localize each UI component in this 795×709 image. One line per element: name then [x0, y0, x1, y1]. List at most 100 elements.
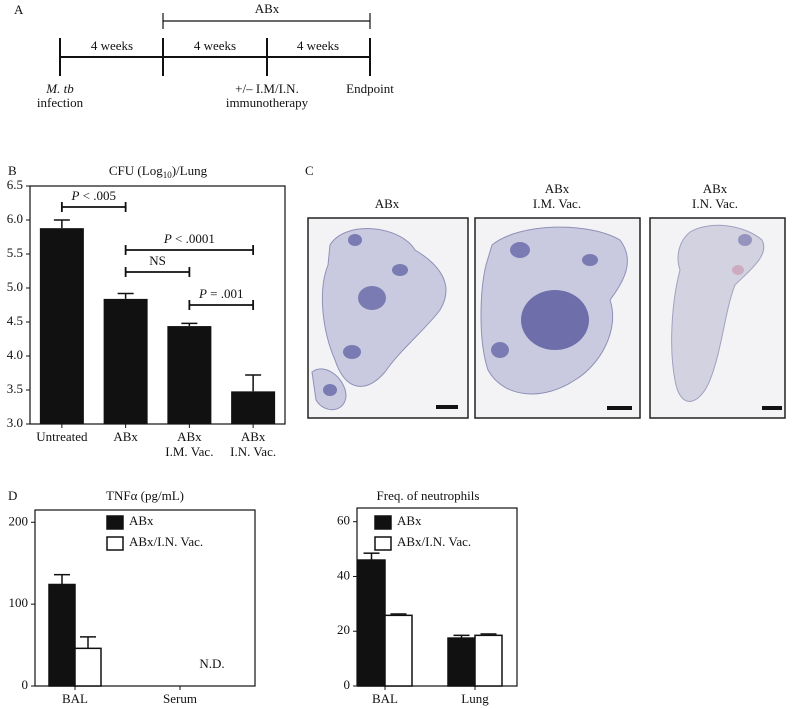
- y-tick-label: 40: [337, 567, 350, 582]
- milestone-label: M. tb: [45, 81, 74, 96]
- significance-bracket: NS: [124, 253, 191, 277]
- y-tick-label: 4.0: [7, 347, 23, 362]
- legend-label: ABx: [129, 513, 154, 528]
- chart-title: CFU (Log10)/Lung: [109, 163, 208, 180]
- error-bar: [363, 552, 380, 561]
- milestone-label: +/– I.M/I.N.: [235, 81, 299, 96]
- chart: D TNFα (pg/mL) 0 100 200 BAL Serum ABx ABx/I.N. …: [8, 488, 256, 706]
- error-bar: [80, 636, 96, 649]
- milestone-label: infection: [37, 95, 84, 110]
- legend-label: ABx/I.N. Vac.: [397, 534, 471, 549]
- y-tick-label: 100: [9, 595, 29, 610]
- significance-label: P < .0001: [163, 231, 215, 246]
- y-tick-label: 3.0: [7, 415, 23, 430]
- y-tick-label: 0: [22, 677, 29, 692]
- legend-swatch: [374, 536, 392, 551]
- x-tick-label: BAL: [62, 691, 88, 706]
- lesion: [323, 384, 337, 396]
- legend-swatch: [106, 515, 124, 530]
- error-bar: [54, 573, 70, 585]
- lesion: [343, 345, 361, 359]
- image-title: ABx: [375, 196, 400, 211]
- y-tick-label: 20: [337, 622, 350, 637]
- plot-frame: [356, 507, 518, 687]
- bar: [167, 326, 212, 424]
- x-tick-label: ABx I.N. Vac.: [230, 429, 276, 459]
- error-bar: [53, 219, 70, 229]
- bar: [74, 647, 102, 687]
- interval-label: 4 weeks: [194, 38, 236, 53]
- annotation: N.D.: [199, 656, 224, 671]
- legend-label: ABx: [397, 513, 422, 528]
- panel-label: B: [8, 163, 17, 178]
- y-tick-label: 3.5: [7, 381, 23, 396]
- error-bar: [390, 613, 407, 616]
- x-tick-label: Untreated: [36, 429, 88, 444]
- lesion: [521, 290, 589, 350]
- legend-swatch: [106, 536, 124, 551]
- panel-a: A ABx 4 weeks 4 weeks 4 weeks M. tb infe…: [14, 1, 394, 110]
- y-tick-label: 200: [9, 513, 29, 528]
- panel-c: C ABx ABx I.M. Vac. ABx I.N. Vac.: [305, 163, 786, 419]
- significance-label: P = .001: [198, 286, 244, 301]
- significance-bracket: P < .005: [60, 188, 127, 212]
- bar: [384, 614, 413, 687]
- title-part: CFU (Log: [109, 163, 163, 178]
- scale-bar: [436, 405, 458, 409]
- error-bar: [181, 322, 198, 327]
- title-subscript: 10: [163, 170, 173, 180]
- x-tick-label: Lung: [461, 691, 489, 706]
- bar: [447, 637, 476, 687]
- image-title: I.N. Vac.: [692, 196, 738, 211]
- chart-title: Freq. of neutrophils: [377, 488, 480, 503]
- plot-frame: [34, 509, 256, 687]
- bar: [39, 228, 84, 424]
- legend-label: ABx/I.N. Vac.: [129, 534, 203, 549]
- lesion: [510, 242, 530, 258]
- bar: [474, 634, 503, 687]
- y-tick-label: 60: [337, 513, 350, 528]
- panel-label: A: [14, 2, 24, 17]
- x-tick-label: BAL: [372, 691, 398, 706]
- error-bar: [117, 292, 134, 299]
- x-tick-label: ABx I.M. Vac.: [165, 429, 213, 459]
- interval-label: 4 weeks: [91, 38, 133, 53]
- legend-swatch: [374, 515, 392, 530]
- interval-label: 4 weeks: [297, 38, 339, 53]
- panel-label: C: [305, 163, 314, 178]
- y-tick-label: 0: [344, 677, 351, 692]
- lesion: [348, 234, 362, 246]
- bar: [103, 298, 148, 424]
- image-title: ABx: [545, 181, 570, 196]
- image-title: ABx: [703, 181, 728, 196]
- bar: [48, 583, 76, 687]
- y-tick-label: 5.5: [7, 245, 23, 260]
- bar: [357, 559, 386, 687]
- chart: Freq. of neutrophils 0 20 40 60 BAL Lung ABx ABx…: [337, 488, 518, 706]
- lesion: [358, 286, 386, 310]
- bracket-label: ABx: [255, 1, 280, 16]
- x-tick-label: ABx: [113, 429, 138, 444]
- y-tick-label: 4.5: [7, 313, 23, 328]
- plot-frame: [29, 185, 286, 425]
- chart: 3.0 3.5 4.0 4.5 5.0 5.5 6.0 6.5 Untreated ABx ABx I…: [7, 177, 286, 459]
- lesion: [392, 264, 408, 276]
- error-bar: [245, 374, 262, 392]
- panel-label: D: [8, 488, 17, 503]
- significance-bracket: P < .0001: [124, 231, 255, 255]
- y-tick-label: 5.0: [7, 279, 23, 294]
- image-title: I.M. Vac.: [533, 196, 581, 211]
- significance-bracket: P = .001: [188, 286, 255, 310]
- scale-bar: [762, 406, 782, 410]
- x-tick-label: Serum: [163, 691, 197, 706]
- error-bar: [480, 633, 497, 636]
- lesion: [582, 254, 598, 266]
- lesion: [738, 234, 752, 246]
- significance-label: P < .005: [70, 188, 116, 203]
- bar: [231, 391, 276, 424]
- scale-bar: [607, 406, 632, 410]
- lesion: [491, 342, 509, 358]
- milestone-label: Endpoint: [346, 81, 394, 96]
- significance-label: NS: [149, 253, 166, 268]
